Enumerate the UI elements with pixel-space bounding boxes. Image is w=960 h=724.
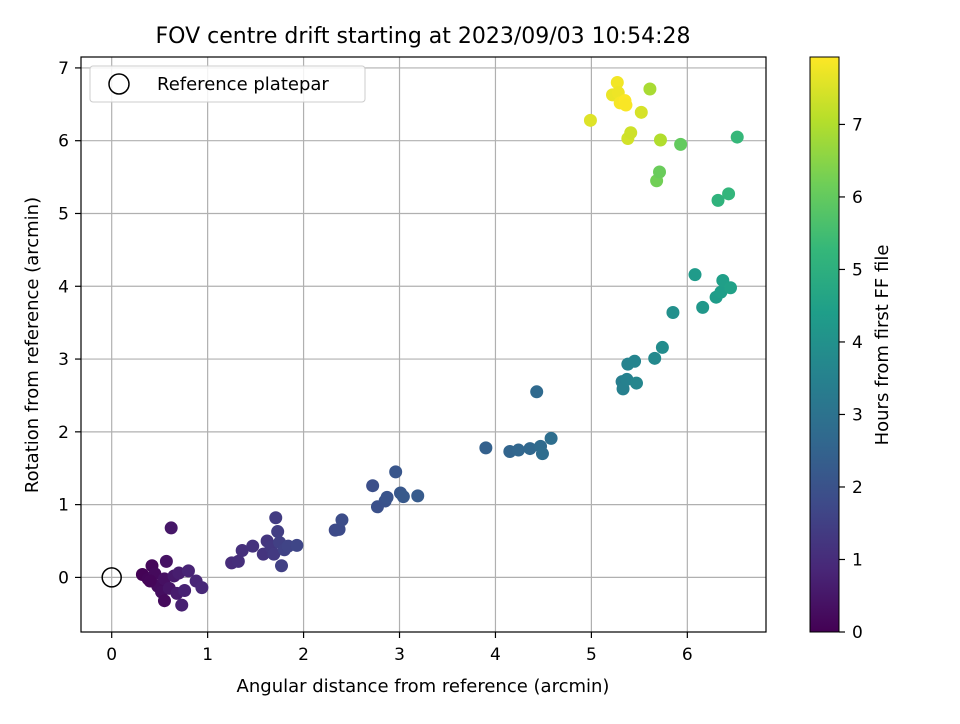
data-point <box>688 268 702 282</box>
data-point <box>175 598 189 612</box>
data-point <box>523 442 537 456</box>
data-point <box>544 431 558 445</box>
y-axis-label: Rotation from reference (arcmin) <box>22 197 43 493</box>
x-tick-label: 3 <box>394 645 405 665</box>
colorbar-tick-label: 3 <box>852 405 863 425</box>
data-point <box>535 447 549 461</box>
colorbar <box>809 56 840 633</box>
data-point <box>267 547 281 561</box>
data-point <box>195 581 209 595</box>
x-axis-ticks: 0 1 2 3 4 5 6 <box>106 632 693 665</box>
data-point <box>634 105 648 119</box>
data-point <box>271 525 285 539</box>
y-tick-label: 0 <box>58 568 69 588</box>
data-point <box>655 340 669 354</box>
data-point <box>624 126 638 140</box>
data-point <box>235 543 249 557</box>
data-point <box>269 511 283 525</box>
grid-lines <box>81 57 766 632</box>
y-tick-label: 6 <box>58 132 69 152</box>
data-point <box>629 376 643 390</box>
data-point <box>511 443 525 457</box>
colorbar-tick-label: 0 <box>852 623 863 643</box>
data-point <box>164 521 178 535</box>
reference-marker <box>101 567 122 588</box>
x-tick-label: 4 <box>490 645 501 665</box>
data-point <box>290 538 304 552</box>
x-tick-label: 2 <box>298 645 309 665</box>
x-tick-label: 1 <box>202 645 213 665</box>
data-point <box>696 300 710 314</box>
data-point <box>653 133 667 147</box>
data-point <box>246 539 260 553</box>
data-point <box>411 489 425 503</box>
data-point <box>396 490 410 504</box>
data-point <box>674 137 688 151</box>
data-point <box>366 479 380 493</box>
legend-entry-reference: Reference platepar <box>157 74 329 95</box>
data-point <box>628 354 642 368</box>
data-point <box>380 490 394 504</box>
data-point <box>275 559 289 573</box>
x-tick-label: 6 <box>682 645 693 665</box>
colorbar-ticks: 0 1 2 3 4 5 6 7 <box>839 115 863 643</box>
data-point <box>711 193 725 207</box>
data-point <box>722 187 736 201</box>
data-point <box>178 584 192 598</box>
x-axis-label: Angular distance from reference (arcmin) <box>237 676 610 697</box>
data-point <box>479 441 493 455</box>
legend-reference-icon <box>108 73 130 95</box>
chart-title: FOV centre drift starting at 2023/09/03 … <box>156 24 691 49</box>
colorbar-tick-label: 5 <box>852 260 863 280</box>
plot-frame <box>80 56 767 633</box>
y-tick-label: 4 <box>58 277 69 297</box>
data-point <box>530 385 544 399</box>
data-point <box>157 594 171 608</box>
legend-box <box>89 65 366 103</box>
colorbar-tick-label: 1 <box>852 550 863 570</box>
colorbar-tick-label: 7 <box>852 115 863 135</box>
data-point <box>159 554 173 568</box>
data-point <box>231 554 245 568</box>
data-point <box>648 351 662 365</box>
y-tick-label: 2 <box>58 423 69 443</box>
data-point <box>724 281 738 295</box>
y-axis-ticks: 0 1 2 3 4 5 6 7 <box>58 59 81 588</box>
y-tick-label: 3 <box>58 350 69 370</box>
data-point <box>389 465 403 479</box>
x-tick-label: 0 <box>106 645 117 665</box>
legend: Reference platepar <box>89 65 366 103</box>
data-point <box>653 165 667 179</box>
data-point <box>143 574 157 588</box>
y-tick-label: 1 <box>58 496 69 516</box>
data-point <box>666 305 680 319</box>
data-point <box>335 513 349 527</box>
data-point <box>643 82 657 96</box>
x-tick-label: 5 <box>586 645 597 665</box>
colorbar-label: Hours from first FF file <box>872 245 893 446</box>
colorbar-tick-label: 6 <box>852 188 863 208</box>
data-point <box>610 75 624 89</box>
y-tick-label: 7 <box>58 59 69 79</box>
colorbar-tick-label: 4 <box>852 333 863 353</box>
data-point <box>619 98 633 112</box>
data-point <box>181 564 195 578</box>
data-point <box>730 130 744 144</box>
data-points <box>135 75 744 612</box>
data-point <box>583 113 597 127</box>
colorbar-tick-label: 2 <box>852 478 863 498</box>
y-tick-label: 5 <box>58 204 69 224</box>
